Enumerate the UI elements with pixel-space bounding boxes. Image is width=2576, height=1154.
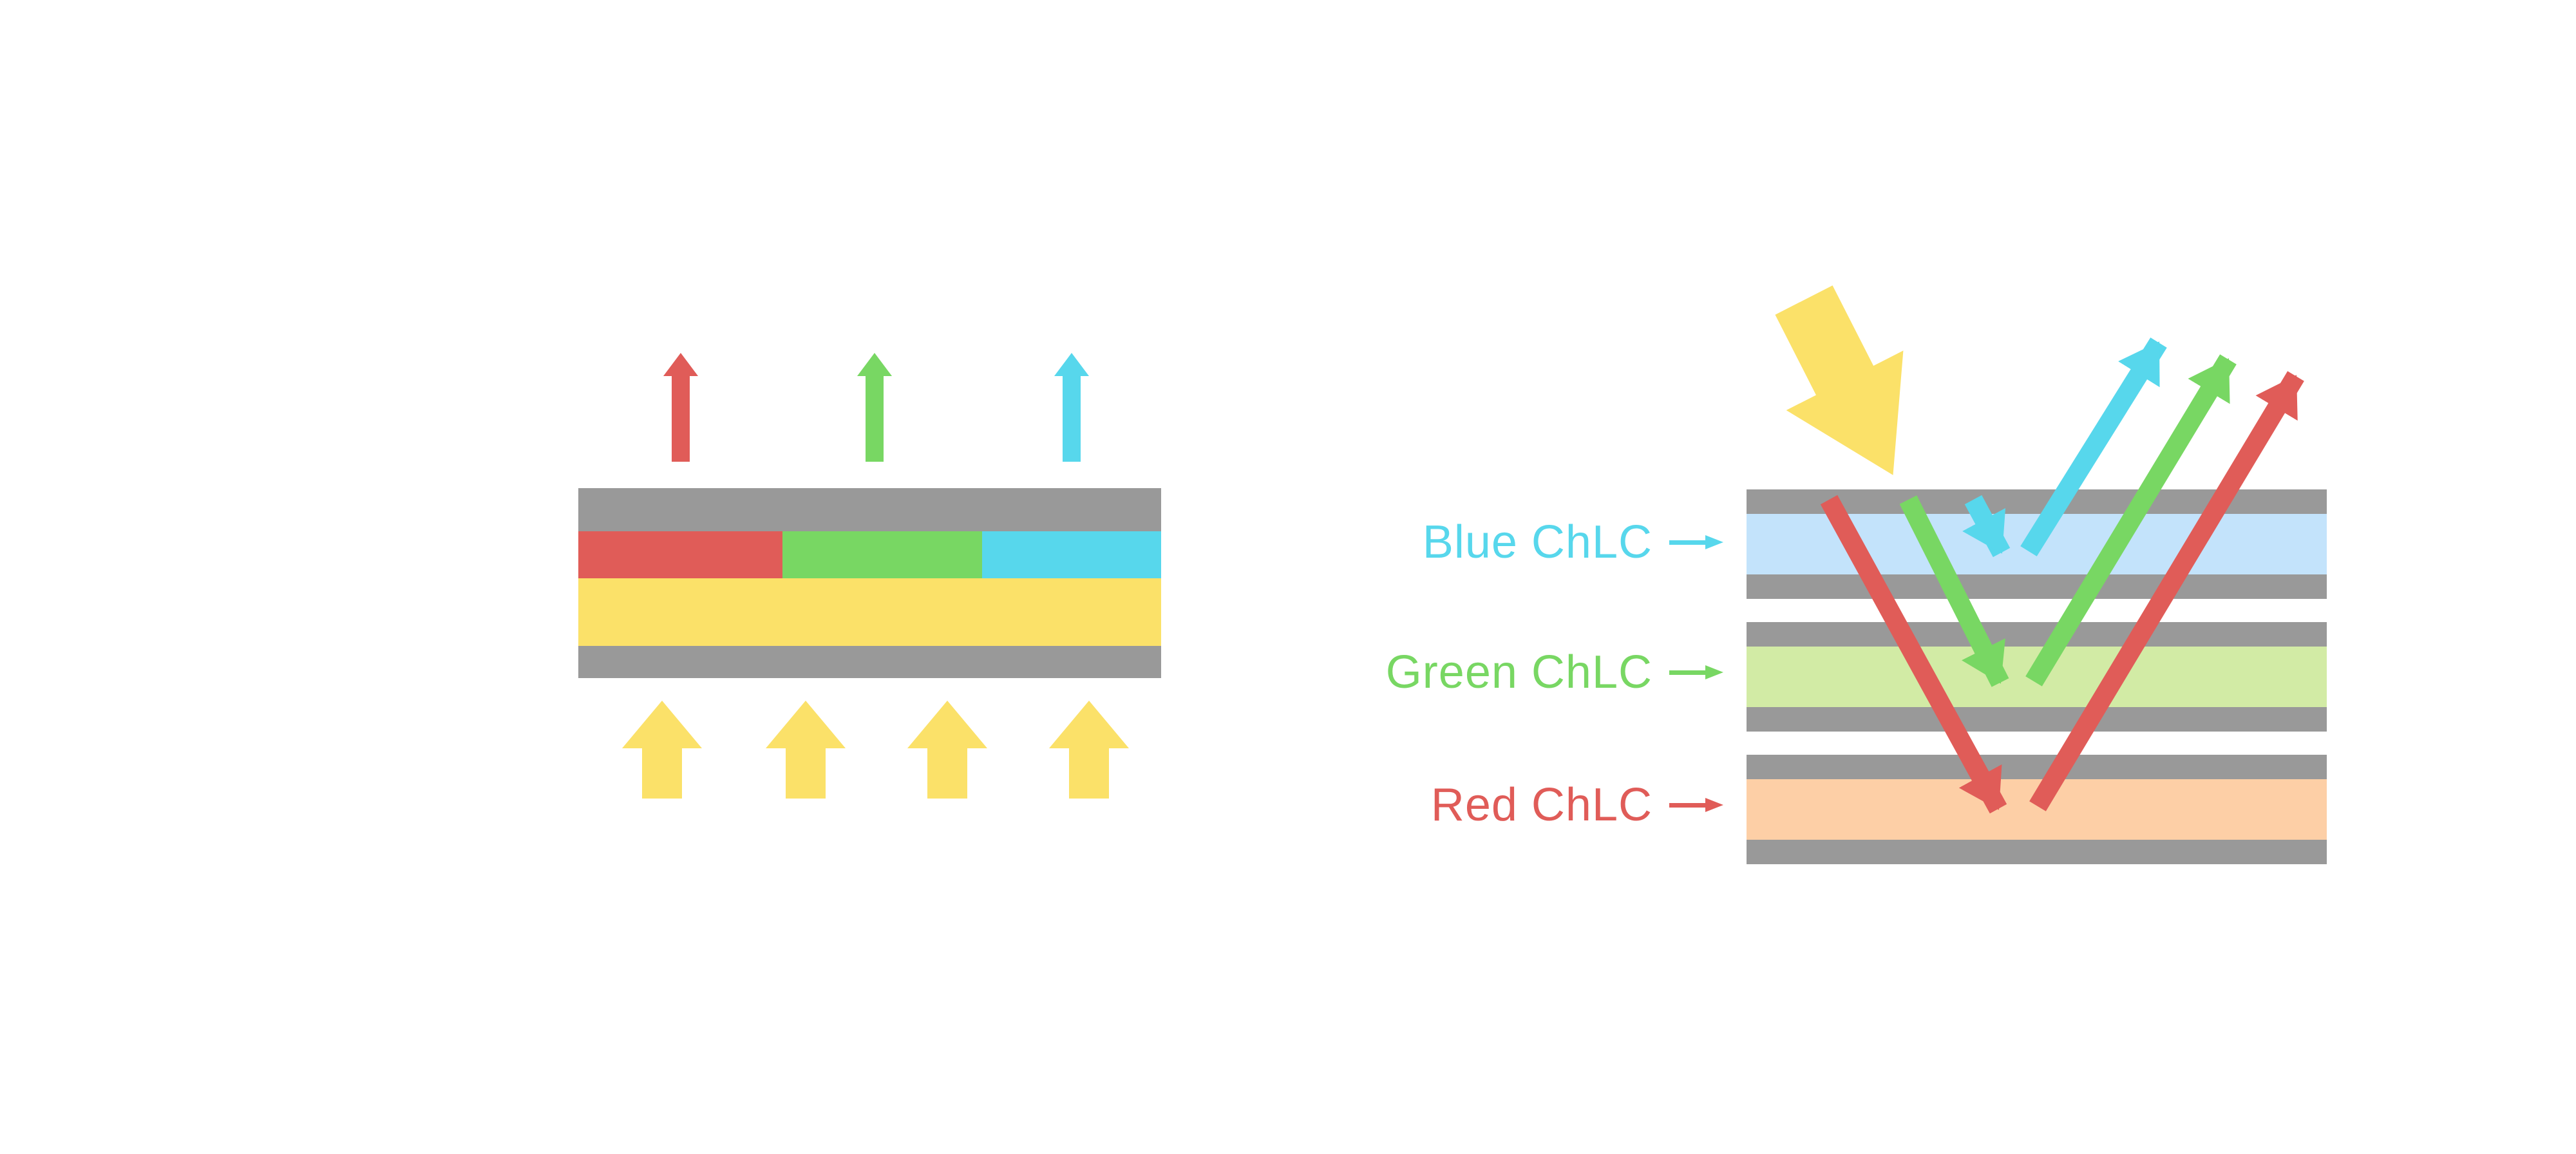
- backlight-layer: [578, 578, 1161, 646]
- green-cell-bottom-substrate: [1747, 707, 2327, 732]
- green-chlc-label: Green ChLC: [1386, 647, 1653, 698]
- green-cell-top-substrate: [1747, 622, 2327, 647]
- green-beam-down: [1899, 495, 2009, 687]
- yellow-up-arrow-icon: [622, 701, 702, 799]
- red-label-pointer-arrow-icon: [1669, 798, 1723, 812]
- emitted-light-arrows: [663, 353, 1089, 462]
- red-pixel-segment: [578, 531, 782, 578]
- yellow-incident-arrow-icon: [1775, 285, 1904, 475]
- yellow-up-arrow-icon: [907, 701, 987, 799]
- light-beams: [1820, 337, 2304, 814]
- green-label-pointer-arrow-icon: [1669, 665, 1723, 679]
- red-beam-reflected-up: [2029, 371, 2304, 811]
- right-diagram: Blue ChLC Green ChLC Red ChLC: [1386, 285, 2327, 864]
- red-up-arrow-icon: [663, 353, 698, 462]
- red-cell-top-substrate: [1747, 755, 2327, 779]
- red-chlc-label: Red ChLC: [1431, 779, 1653, 831]
- layer-labels: Blue ChLC Green ChLC Red ChLC: [1386, 516, 1723, 831]
- incident-light-arrow-group: [1775, 285, 1904, 475]
- green-beam-reflected-up: [2025, 354, 2237, 686]
- green-up-arrow-icon: [857, 353, 892, 462]
- yellow-up-arrow-icon: [766, 701, 846, 799]
- green-pixel-segment: [782, 531, 982, 578]
- yellow-up-arrow-icon: [1049, 701, 1129, 799]
- display-stack: [578, 488, 1161, 678]
- left-diagram: [578, 353, 1161, 799]
- cyan-beam-down: [1962, 495, 2011, 558]
- backlight-arrows: [622, 701, 1129, 799]
- bottom-substrate-layer: [578, 646, 1161, 678]
- blue-label-pointer-arrow-icon: [1669, 535, 1723, 549]
- red-beam-down: [1820, 495, 2007, 814]
- red-chlc-layer: [1747, 779, 2327, 840]
- top-substrate-layer: [578, 488, 1161, 531]
- cyan-pixel-segment: [982, 531, 1161, 578]
- blue-chlc-label: Blue ChLC: [1423, 516, 1653, 568]
- cyan-up-arrow-icon: [1054, 353, 1089, 462]
- blue-cell-bottom-substrate: [1747, 574, 2327, 599]
- red-cell-bottom-substrate: [1747, 840, 2327, 864]
- cyan-beam-reflected-up: [2020, 337, 2167, 556]
